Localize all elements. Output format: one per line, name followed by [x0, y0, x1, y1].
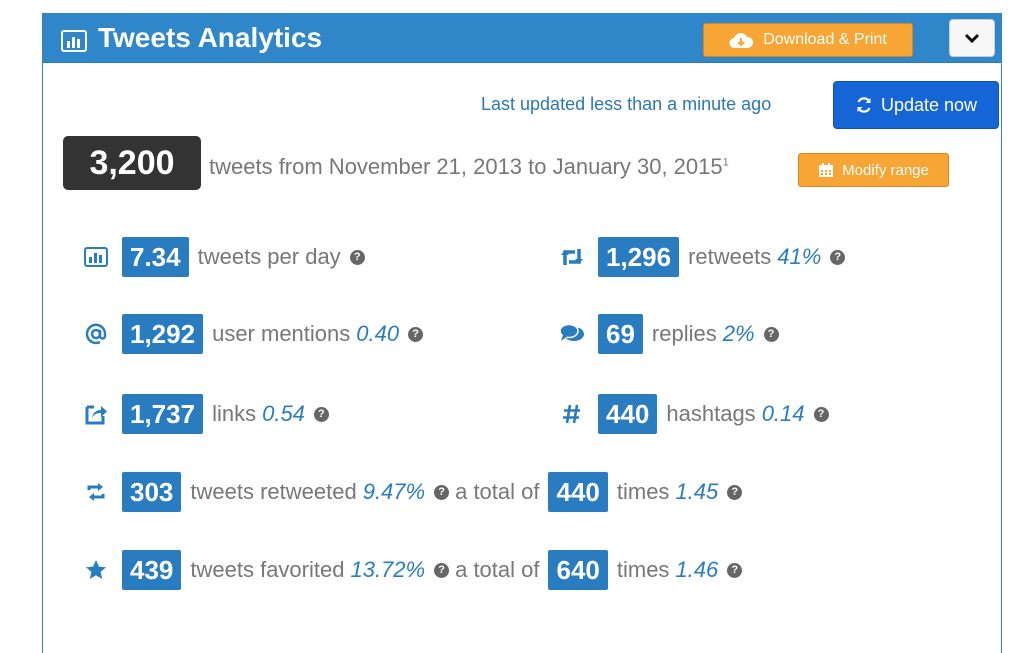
update-now-button[interactable]: Update now — [833, 81, 999, 129]
update-now-label: Update now — [880, 94, 978, 115]
help-icon[interactable]: ? — [349, 249, 365, 265]
help-icon[interactable]: ? — [727, 484, 743, 500]
hashtags-label: hashtags — [666, 401, 756, 426]
comments-icon — [552, 323, 592, 345]
chevron-down-icon — [964, 33, 980, 44]
panel-title: Tweets Analytics — [61, 22, 322, 54]
hashtags-value: 440 — [598, 394, 658, 434]
share-icon — [76, 403, 116, 425]
hashtags-pct: 0.14 — [761, 401, 805, 426]
modify-range-label: Modify range — [842, 161, 929, 179]
retweet-icon — [552, 246, 592, 268]
stat-tweets-favorited: 439 tweets favorited 13.72% ? a total of… — [76, 550, 743, 590]
download-print-label: Download & Print — [763, 31, 887, 48]
retweeted-times-label: times — [616, 479, 670, 504]
replies-pct: 2% — [722, 321, 755, 346]
analytics-panel: Tweets Analytics Download & Print Last u… — [42, 13, 1002, 653]
tweets-favorited-pct: 13.72% — [350, 557, 426, 582]
hashtag-icon — [552, 403, 592, 425]
retweets-value: 1,296 — [598, 237, 680, 277]
retweeted-times-value: 440 — [548, 472, 608, 512]
total-tweets-badge: 3,200 — [63, 136, 201, 190]
tweets-per-day-value: 7.34 — [122, 237, 189, 277]
tweets-favorited-value: 439 — [122, 550, 182, 590]
links-label: links — [212, 401, 257, 426]
retweets-pct: 41% — [777, 244, 822, 269]
date-range-label: tweets from November 21, 2013 to January… — [209, 154, 723, 179]
calendar-icon — [819, 163, 834, 177]
panel-menu-button[interactable] — [949, 19, 995, 57]
panel-title-text: Tweets Analytics — [98, 22, 323, 53]
help-icon[interactable]: ? — [813, 406, 829, 422]
stat-tweets-retweeted: 303 tweets retweeted 9.47% ? a total of … — [76, 472, 743, 512]
user-mentions-label: user mentions — [212, 321, 351, 346]
tweets-favorited-label: tweets favorited — [190, 557, 345, 582]
stat-hashtags: 440 hashtags 0.14 ? — [552, 394, 829, 434]
download-print-button[interactable]: Download & Print — [703, 23, 913, 57]
bar-chart-icon — [76, 247, 116, 267]
help-icon[interactable]: ? — [763, 326, 779, 342]
total-of-text: a total of — [455, 557, 540, 582]
favorited-times-value: 640 — [548, 550, 608, 590]
links-pct: 0.54 — [262, 401, 305, 426]
tweets-retweeted-value: 303 — [122, 472, 182, 512]
help-icon[interactable]: ? — [830, 249, 846, 265]
retweets-label: retweets — [688, 244, 772, 269]
help-icon[interactable]: ? — [727, 562, 743, 578]
stat-retweets: 1,296 retweets 41% ? — [552, 237, 846, 277]
retweeted-times-pct: 1.45 — [675, 479, 719, 504]
tweets-retweeted-label: tweets retweeted — [190, 479, 357, 504]
cloud-download-icon — [729, 33, 754, 49]
favorited-times-pct: 1.46 — [675, 557, 719, 582]
replies-label: replies — [651, 321, 717, 346]
at-icon — [76, 323, 116, 345]
replies-value: 69 — [598, 314, 643, 354]
last-updated-text: Last updated less than a minute ago — [481, 94, 772, 114]
total-of-text: a total of — [455, 479, 540, 504]
stat-user-mentions: 1,292 user mentions 0.40 ? — [76, 314, 424, 354]
stat-links: 1,737 links 0.54 ? — [76, 394, 329, 434]
date-range-text: tweets from November 21, 2013 to January… — [209, 154, 729, 180]
tweets-per-day-label: tweets per day — [197, 244, 341, 269]
help-icon[interactable]: ? — [434, 562, 450, 578]
stat-replies: 69 replies 2% ? — [552, 314, 779, 354]
panel-header: Tweets Analytics Download & Print — [43, 14, 1001, 63]
retweet-arrows-icon — [76, 482, 116, 502]
tweets-retweeted-pct: 9.47% — [362, 479, 426, 504]
modify-range-button[interactable]: Modify range — [798, 153, 949, 187]
refresh-icon — [857, 97, 871, 113]
links-value: 1,737 — [122, 394, 204, 434]
help-icon[interactable]: ? — [434, 484, 450, 500]
user-mentions-pct: 0.40 — [356, 321, 400, 346]
user-mentions-value: 1,292 — [122, 314, 204, 354]
star-icon — [76, 559, 116, 581]
help-icon[interactable]: ? — [313, 406, 329, 422]
stat-tweets-per-day: 7.34 tweets per day ? — [76, 237, 365, 277]
bar-chart-icon — [61, 27, 87, 52]
help-icon[interactable]: ? — [408, 326, 424, 342]
favorited-times-label: times — [616, 557, 670, 582]
footnote-marker: 1 — [722, 156, 729, 169]
